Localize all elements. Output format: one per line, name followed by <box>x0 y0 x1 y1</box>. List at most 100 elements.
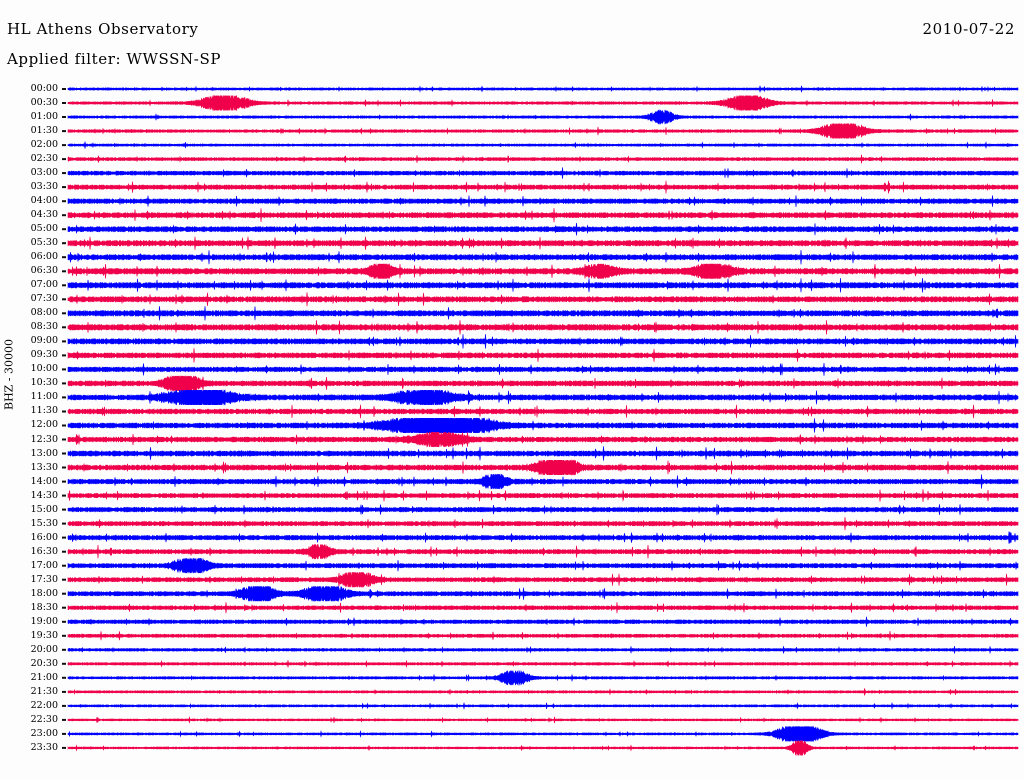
trace-row <box>67 701 1019 710</box>
time-label-0430: 04:30 <box>30 209 58 221</box>
trace-row <box>67 389 1019 406</box>
seismogram-plot: 00:00 00:30 01:00 01:30 02:00 02:30 03:00 03:30… <box>0 78 1024 778</box>
trace-row <box>67 645 1019 655</box>
time-label-0330: 03:30 <box>30 181 58 193</box>
trace-row <box>67 94 1019 112</box>
time-tick-mark <box>62 508 66 511</box>
trace-row <box>67 571 1019 589</box>
trace-row <box>67 459 1019 476</box>
trace-row <box>67 85 1019 93</box>
time-label-1230: 12:30 <box>30 433 58 445</box>
time-label-2200: 22:00 <box>30 699 58 711</box>
time-tick-mark <box>62 298 66 301</box>
trace-row <box>67 631 1019 641</box>
time-label-1500: 15:00 <box>30 503 58 515</box>
time-label-1400: 14:00 <box>30 475 58 487</box>
trace-row <box>67 517 1019 531</box>
trace-row <box>67 167 1019 179</box>
trace-row <box>67 263 1019 280</box>
time-label-1000: 10:00 <box>30 363 58 375</box>
time-tick-mark <box>62 480 66 483</box>
trace-row <box>67 557 1019 574</box>
time-label-1830: 18:30 <box>30 601 58 613</box>
time-label-0530: 05:30 <box>30 237 58 249</box>
time-label-0030: 00:30 <box>30 97 58 109</box>
time-tick-mark <box>62 242 66 245</box>
time-label-2100: 21:00 <box>30 671 58 683</box>
time-tick-mark <box>62 130 66 133</box>
time-tick-mark <box>62 410 66 413</box>
time-tick-mark <box>62 620 66 623</box>
time-label-0400: 04:00 <box>30 195 58 207</box>
date-label: 2010-07-22 <box>922 20 1015 38</box>
trace-row <box>67 180 1019 194</box>
trace-row <box>67 716 1019 724</box>
time-tick-mark <box>62 200 66 203</box>
time-label-0230: 02:30 <box>30 153 58 165</box>
time-label-1730: 17:30 <box>30 573 58 585</box>
time-label-2230: 22:30 <box>30 713 58 725</box>
time-label-0700: 07:00 <box>30 279 58 291</box>
trace-row <box>67 585 1019 603</box>
time-tick-mark <box>62 396 66 399</box>
trace-row <box>67 109 1019 125</box>
time-label-1430: 14:30 <box>30 489 58 501</box>
trace-row <box>67 669 1019 687</box>
time-label-0900: 09:00 <box>30 335 58 347</box>
time-label-2130: 21:30 <box>30 685 58 697</box>
page-title: HL Athens Observatory <box>7 20 199 38</box>
time-label-0630: 06:30 <box>30 265 58 277</box>
trace-row <box>67 362 1019 376</box>
time-tick-mark <box>62 592 66 595</box>
time-label-1900: 19:00 <box>30 615 58 627</box>
time-tick-mark <box>62 312 66 315</box>
time-label-0500: 05:00 <box>30 223 58 235</box>
trace-row <box>67 320 1019 335</box>
trace-row <box>67 222 1019 236</box>
time-tick-mark <box>62 172 66 175</box>
time-tick-mark <box>62 214 66 217</box>
trace-row <box>67 659 1019 668</box>
time-label-1630: 16:30 <box>30 545 58 557</box>
trace-row <box>67 334 1019 349</box>
time-tick-mark <box>62 354 66 357</box>
time-label-1030: 10:30 <box>30 377 58 389</box>
filter-label: Applied filter: WWSSN-SP <box>7 50 222 68</box>
time-tick-mark <box>62 228 66 231</box>
trace-row <box>67 375 1019 392</box>
time-tick-mark <box>62 550 66 553</box>
trace-row <box>67 278 1019 293</box>
time-tick-mark <box>62 340 66 343</box>
time-label-1930: 19:30 <box>30 629 58 641</box>
time-tick-mark <box>62 634 66 637</box>
time-tick-mark <box>62 648 66 651</box>
time-tick-mark <box>62 144 66 147</box>
trace-row <box>67 473 1019 490</box>
time-tick-mark <box>62 438 66 441</box>
time-tick-mark <box>62 424 66 427</box>
trace-row <box>67 417 1019 434</box>
time-tick-mark <box>62 732 66 735</box>
time-label-1700: 17:00 <box>30 559 58 571</box>
time-tick-mark <box>62 522 66 525</box>
time-tick-mark <box>62 186 66 189</box>
trace-row <box>67 154 1019 164</box>
time-tick-mark <box>62 382 66 385</box>
time-tick-mark <box>62 326 66 329</box>
time-tick-mark <box>62 690 66 693</box>
trace-row <box>67 543 1019 560</box>
time-tick-mark <box>62 746 66 749</box>
time-label-2330: 23:30 <box>30 741 58 753</box>
time-label-0000: 00:00 <box>30 83 58 94</box>
trace-row <box>67 602 1019 614</box>
trace-row <box>67 306 1019 321</box>
time-tick-mark <box>62 284 66 287</box>
time-label-1800: 18:00 <box>30 587 58 599</box>
time-label-0930: 09:30 <box>30 349 58 361</box>
time-label-1200: 12:00 <box>30 419 58 431</box>
time-tick-mark <box>62 718 66 721</box>
trace-row <box>67 292 1019 307</box>
time-label-0830: 08:30 <box>30 321 58 333</box>
time-tick-mark <box>62 466 66 469</box>
